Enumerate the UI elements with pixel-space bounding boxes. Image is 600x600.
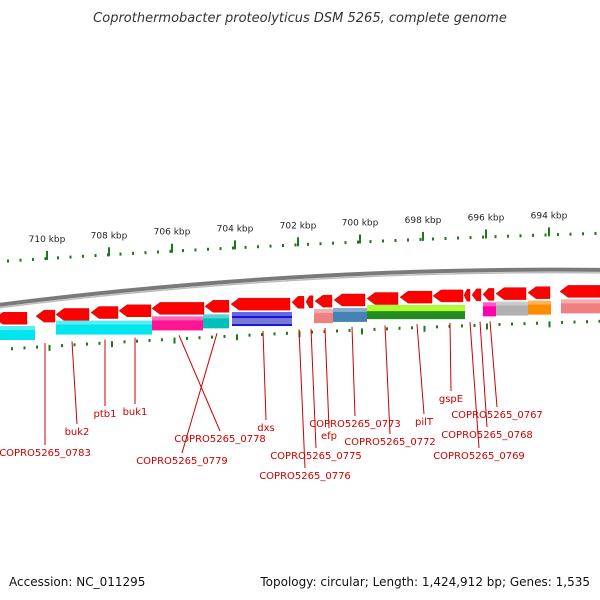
- cds-arrow: [314, 294, 333, 308]
- cds-arrow: [333, 293, 366, 307]
- cog-segment-highlight: [56, 320, 152, 325]
- gene-label: COPRO5265_0773: [309, 419, 401, 430]
- gene-label-leader: [449, 322, 452, 392]
- gene-label: pilT: [415, 417, 434, 428]
- scale-tick-label: 710 kbp: [29, 235, 66, 245]
- cog-segment-highlight: [232, 312, 292, 317]
- cog-segment-highlight: [314, 309, 333, 314]
- cog-segment-highlight: [483, 302, 496, 307]
- scale-tick-label: 694 kbp: [531, 211, 568, 221]
- gene-label-leader: [469, 322, 480, 449]
- cds-arrow: [463, 288, 471, 302]
- cds-arrow: [35, 309, 56, 323]
- gene-label: COPRO5265_0767: [451, 410, 543, 421]
- gene-label-leader: [178, 335, 221, 432]
- cds-arrow: [366, 292, 399, 305]
- gene-label-leader: [181, 333, 218, 454]
- gene-label-leader: [489, 321, 498, 408]
- backbone-ring: [0, 267, 600, 307]
- backbone-ring-shadow: [0, 271, 600, 309]
- gene-label: buk1: [123, 407, 148, 418]
- cog-segment-highlight: [0, 326, 35, 331]
- cog-segment: [232, 318, 292, 325]
- cds-arrow: [527, 286, 551, 299]
- scale-tick-label: 704 kbp: [217, 224, 254, 234]
- scale-tick-label: 700 kbp: [342, 218, 379, 228]
- cog-segment: [314, 309, 333, 324]
- cds-track: [0, 285, 600, 325]
- cog-segment-highlight: [152, 316, 203, 321]
- gene-label: efp: [321, 431, 337, 442]
- cog-segment-highlight: [561, 299, 600, 304]
- gene-label: COPRO5265_0778: [174, 434, 266, 445]
- scale-tick-label: 696 kbp: [468, 213, 505, 223]
- gene-label: COPRO5265_0768: [441, 430, 533, 441]
- gene-label-leader: [479, 321, 488, 428]
- gene-label-leader: [262, 330, 267, 421]
- cds-arrow: [118, 304, 152, 317]
- cog-segment-highlight: [496, 301, 528, 306]
- scale-tick-label: 708 kbp: [91, 231, 128, 241]
- map-title: Coprothermobacter proteolyticus DSM 5265…: [93, 11, 507, 26]
- cog-segment-highlight: [528, 300, 551, 305]
- gene-label: COPRO5265_0783: [0, 448, 91, 459]
- cds-arrow: [151, 302, 205, 315]
- cds-arrow: [495, 287, 527, 300]
- cds-arrow: [482, 288, 495, 301]
- cds-arrow: [90, 306, 119, 319]
- gene-label: COPRO5265_0776: [259, 471, 351, 482]
- cog-track: [0, 299, 600, 341]
- gene-label-leader: [416, 324, 425, 415]
- gene-label-leader: [310, 328, 317, 449]
- cds-arrow: [305, 295, 314, 308]
- scale-tick-label: 698 kbp: [405, 216, 442, 226]
- cog-segment: [367, 305, 465, 312]
- gene-label: COPRO5265_0775: [270, 451, 362, 462]
- cog-segment: [56, 320, 152, 335]
- cog-segment: [333, 307, 367, 322]
- cds-arrow: [399, 290, 433, 304]
- gene-label-leader: [324, 328, 330, 429]
- cds-arrow: [432, 289, 464, 303]
- gene-label-leader: [351, 326, 356, 417]
- gene-labels: COPRO5265_0783 buk2 ptb1 buk1 COPRO5265_0778…: [0, 321, 543, 482]
- gene-label: ptb1: [94, 409, 117, 420]
- cog-segment: [483, 302, 496, 317]
- cds-arrow: [471, 288, 482, 302]
- gene-label: COPRO5265_0779: [136, 456, 228, 467]
- gene-label: dxs: [257, 423, 274, 434]
- gene-label-leader: [71, 341, 78, 425]
- cog-segment: [0, 326, 35, 341]
- scale-tick-label: 706 kbp: [154, 228, 191, 238]
- gene-label: COPRO5265_0769: [433, 451, 525, 462]
- cds-arrow: [55, 308, 90, 321]
- scale-ruler: 710 kbp 708 kbp 706 kbp 704 kbp 702 kbp 700 k…: [7, 211, 597, 263]
- cog-segment: [561, 299, 600, 314]
- cog-segment: [496, 301, 528, 316]
- gene-label: COPRO5265_0772: [344, 437, 436, 448]
- gene-label-leader: [384, 325, 391, 435]
- cds-arrow: [204, 300, 230, 313]
- gene-label: buk2: [65, 427, 90, 438]
- cog-segment: [203, 314, 229, 329]
- genome-summary-text: Topology: circular; Length: 1,424,912 bp…: [259, 575, 590, 589]
- cds-arrow: [291, 296, 305, 309]
- cds-arrow: [230, 297, 291, 311]
- gene-label-leader: [298, 329, 306, 469]
- accession-text: Accession: NC_011295: [9, 575, 145, 589]
- cds-arrow: [559, 285, 600, 298]
- cog-segment: [528, 300, 551, 315]
- cds-arrow: [0, 312, 28, 325]
- scale-tick-label: 702 kbp: [280, 221, 317, 231]
- cog-segment-highlight: [333, 307, 367, 312]
- cog-segment-highlight: [203, 314, 229, 319]
- cog-segment: [152, 316, 203, 331]
- gene-label: gspE: [439, 394, 463, 405]
